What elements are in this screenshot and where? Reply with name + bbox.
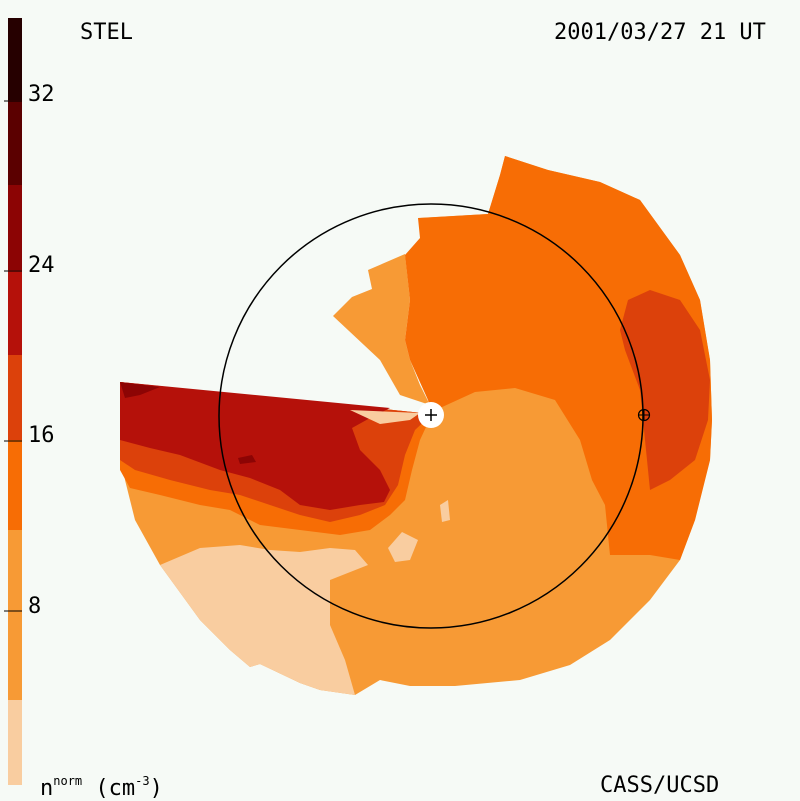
colorbar-segment (8, 355, 22, 440)
colorbar-segment (8, 18, 22, 100)
colorbar-segment (8, 530, 22, 700)
region-darkred-fleck (238, 455, 256, 464)
colorbar-segment (8, 700, 22, 785)
region-pale-patch (440, 500, 450, 522)
density-map (120, 156, 712, 695)
earth-orbit (218, 203, 644, 629)
region-darkorange-right (620, 290, 710, 490)
colorbar-segment (8, 270, 22, 355)
region-gap (215, 200, 432, 414)
sun-marker (418, 402, 444, 428)
region-pale-bottomleft (160, 545, 368, 695)
region-red-plume (120, 382, 390, 510)
credit-label: CASS/UCSD (600, 773, 720, 798)
colorbar-segment (8, 100, 22, 185)
region-pale-sliver (350, 410, 420, 424)
colorbar-tick-label: 16 (28, 423, 55, 448)
colorbar-tick-label: 8 (28, 594, 42, 619)
unit-superscript: norm (53, 774, 83, 788)
region-light-wedge (333, 254, 430, 405)
colorbar-segment (8, 440, 22, 530)
unit-prefix: (cm (95, 776, 136, 801)
region-pale-patch (388, 532, 418, 562)
earth-icon (637, 408, 651, 422)
unit-exponent: -3 (135, 774, 150, 788)
unit-suffix: ) (149, 776, 163, 801)
colorbar-unit-label: nnorm (cm-3) (40, 775, 163, 800)
colorbar-segment (8, 185, 22, 270)
region-orange-right (405, 156, 712, 560)
region-darkred-tip (120, 382, 160, 398)
colorbar (4, 18, 22, 785)
timestamp: 2001/03/27 21 UT (554, 20, 766, 45)
colorbar-tick-label: 24 (28, 253, 55, 278)
colorbar-tick-label: 32 (28, 82, 55, 107)
map-title: STEL (80, 20, 133, 45)
unit-symbol: n (40, 776, 54, 801)
